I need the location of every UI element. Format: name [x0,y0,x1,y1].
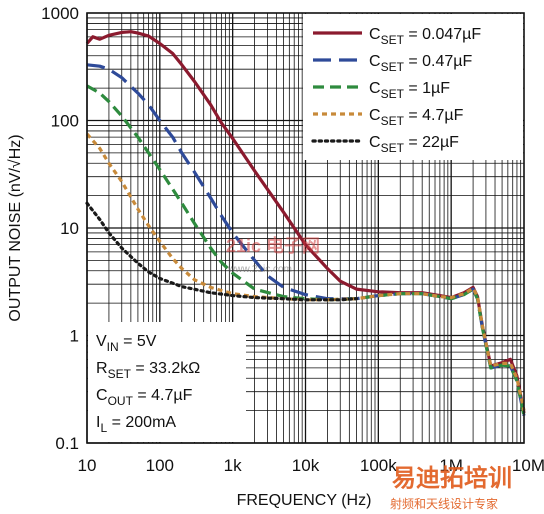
x-tick-label: 10 [78,456,97,475]
y-tick-label: 0.1 [55,434,79,453]
x-tick-label: 10k [292,456,320,475]
x-tick-label: 1M [439,456,463,475]
legend-entry-5: CSET = 22µF [369,134,459,155]
y-tick-label: 10 [60,219,79,238]
x-tick-label: 1k [224,456,242,475]
corner-watermark-logo: 易迪拓培训 [392,464,512,492]
annotation-line-4: IL = 200mA [96,414,176,435]
tick-labels: 10 100 1k 10k 100k 1M 10M 0.1 1 10 100 1000 [41,4,544,475]
x-tick-label: 100 [146,456,174,475]
annotation-line-1: VIN = 5V [96,333,157,354]
annotation-line-2: RSET = 33.2kΩ [96,360,200,381]
legend: CSET = 0.047µF CSET = 0.47µF CSET = 1µF CSE… [303,14,523,160]
y-tick-label: 1 [70,327,79,346]
annotation-line-3: COUT = 4.7µF [96,387,193,408]
y-tick-label: 1000 [41,4,79,23]
watermark-logo: 21ic 电子网 [226,235,320,256]
legend-entry-3: CSET = 1µF [369,80,450,101]
series-layer [85,30,526,416]
corner-watermark-tagline: 射频和天线设计专家 [390,496,498,511]
legend-entry-2: CSET = 0.47µF [369,53,473,74]
legend-entry-1: CSET = 0.047µF [369,26,481,47]
conditions-annotation: VIN = 5V RSET = 33.2kΩ COUT = 4.7µF IL = 20… [88,322,246,442]
y-tick-label: 100 [51,112,79,131]
annotation-background [88,322,246,442]
x-axis-label: FREQUENCY (Hz) [237,492,372,509]
x-tick-label: 10M [512,456,544,475]
y-axis-label: OUTPUT NOISE (nV/√Hz) [7,134,24,321]
watermark-url: www.21ic.com [227,264,292,275]
watermark: 21ic 电子网 www.21ic.com [226,235,320,275]
plot-border [86,12,525,444]
series-line-5 [85,201,358,302]
series-line-1 [85,30,526,414]
x-tick-label: 100k [360,456,397,475]
legend-entry-4: CSET = 4.7µF [369,107,464,128]
